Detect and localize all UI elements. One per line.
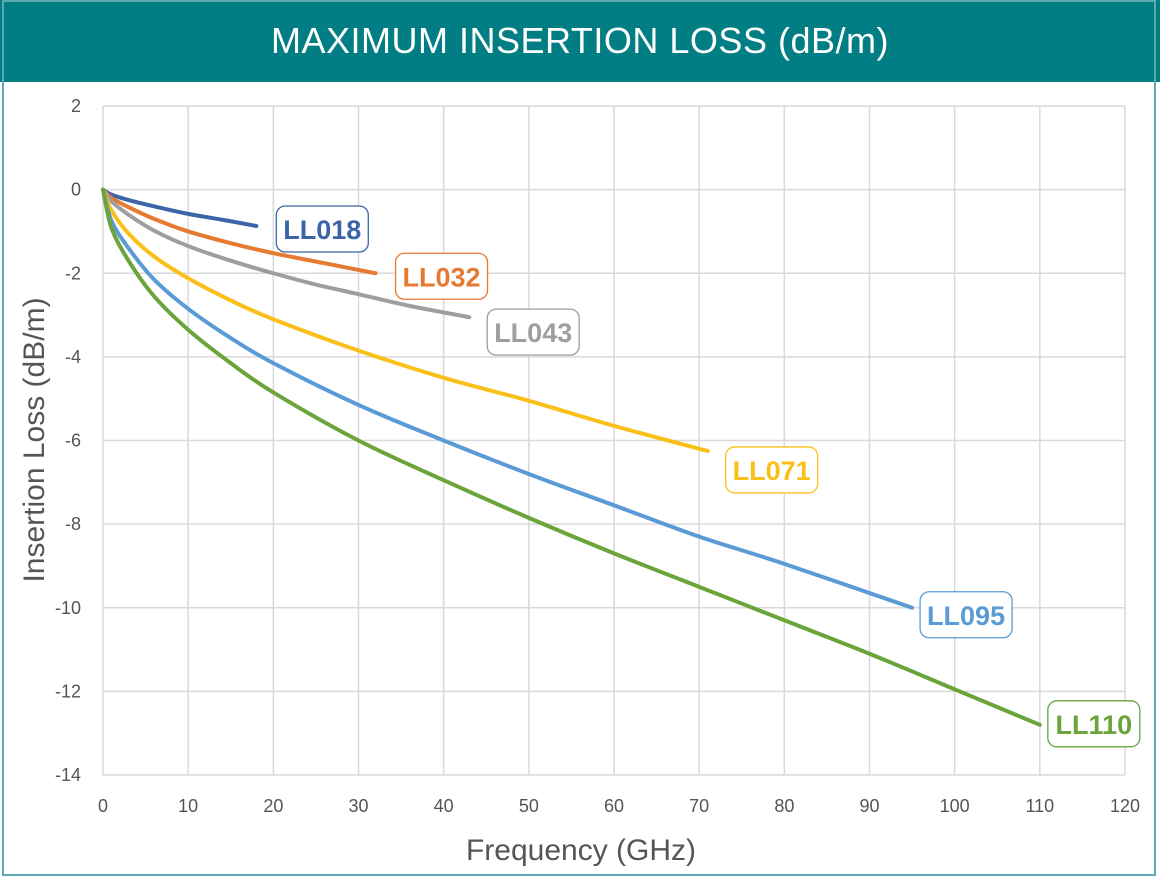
y-tick-label: -6 bbox=[65, 431, 81, 451]
y-tick-label: -10 bbox=[55, 598, 81, 618]
x-tick-label: 30 bbox=[348, 796, 368, 816]
y-tick-label: -2 bbox=[65, 263, 81, 283]
label-box bbox=[1047, 700, 1141, 748]
y-tick-label: -8 bbox=[65, 514, 81, 534]
label-text: LL043 bbox=[494, 318, 572, 348]
label-text: LL110 bbox=[1056, 710, 1133, 740]
series-label-ll032: LL032 bbox=[394, 252, 489, 300]
y-tick-label: 2 bbox=[71, 96, 81, 116]
series-label-ll018: LL018 bbox=[275, 205, 369, 253]
label-box bbox=[275, 205, 369, 253]
series-line-ll095 bbox=[101, 187, 915, 610]
label-text: LL018 bbox=[283, 215, 361, 245]
x-tick-label: 20 bbox=[263, 796, 283, 816]
x-tick-label: 0 bbox=[98, 796, 108, 816]
x-tick-label: 100 bbox=[940, 796, 970, 816]
y-tick-label: 0 bbox=[71, 180, 81, 200]
x-tick-label: 120 bbox=[1110, 796, 1140, 816]
label-box bbox=[725, 446, 819, 494]
series-line-ll043 bbox=[101, 187, 472, 320]
label-text: LL071 bbox=[733, 456, 811, 486]
x-axis-ticks: 0 10 20 30 40 50 60 70 80 90 100 110 120 bbox=[98, 796, 1140, 816]
y-axis-title: Insertion Loss (dB/m) bbox=[18, 297, 51, 582]
y-tick-label: -12 bbox=[55, 681, 81, 701]
label-box bbox=[394, 252, 489, 300]
series-line-ll032 bbox=[101, 187, 378, 276]
x-tick-label: 110 bbox=[1025, 796, 1054, 816]
label-box bbox=[919, 591, 1013, 639]
series-line-ll018 bbox=[101, 187, 259, 229]
x-tick-label: 50 bbox=[519, 796, 539, 816]
series-lines bbox=[101, 187, 1042, 727]
series-label-ll071: LL071 bbox=[725, 446, 819, 494]
x-tick-label: 90 bbox=[859, 796, 879, 816]
label-text: LL095 bbox=[927, 601, 1005, 631]
label-box bbox=[486, 308, 580, 356]
y-axis-ticks: 2 0 -2 -4 -6 -8 -10 -12 -14 bbox=[55, 96, 81, 785]
chart-title: MAXIMUM INSERTION LOSS (dB/m) bbox=[271, 20, 889, 61]
x-tick-label: 10 bbox=[178, 796, 198, 816]
y-tick-label: -4 bbox=[65, 347, 81, 367]
grid bbox=[102, 105, 1126, 776]
series-label-ll043: LL043 bbox=[486, 308, 580, 356]
x-axis-title: Frequency (GHz) bbox=[466, 834, 696, 867]
series-label-ll095: LL095 bbox=[919, 591, 1013, 639]
series-labels: LL018 LL032 LL043 LL071 LL095 LL110 bbox=[275, 205, 1141, 748]
y-tick-label: -14 bbox=[55, 765, 81, 785]
x-tick-label: 80 bbox=[774, 796, 794, 816]
chart-header: MAXIMUM INSERTION LOSS (dB/m) bbox=[0, 0, 1160, 82]
x-tick-label: 60 bbox=[604, 796, 624, 816]
series-line-ll110 bbox=[101, 187, 1042, 727]
series-line-ll071 bbox=[101, 187, 710, 453]
series-label-ll110: LL110 bbox=[1047, 700, 1141, 748]
x-tick-label: 70 bbox=[689, 796, 709, 816]
x-tick-label: 40 bbox=[434, 796, 454, 816]
label-text: LL032 bbox=[403, 262, 481, 292]
